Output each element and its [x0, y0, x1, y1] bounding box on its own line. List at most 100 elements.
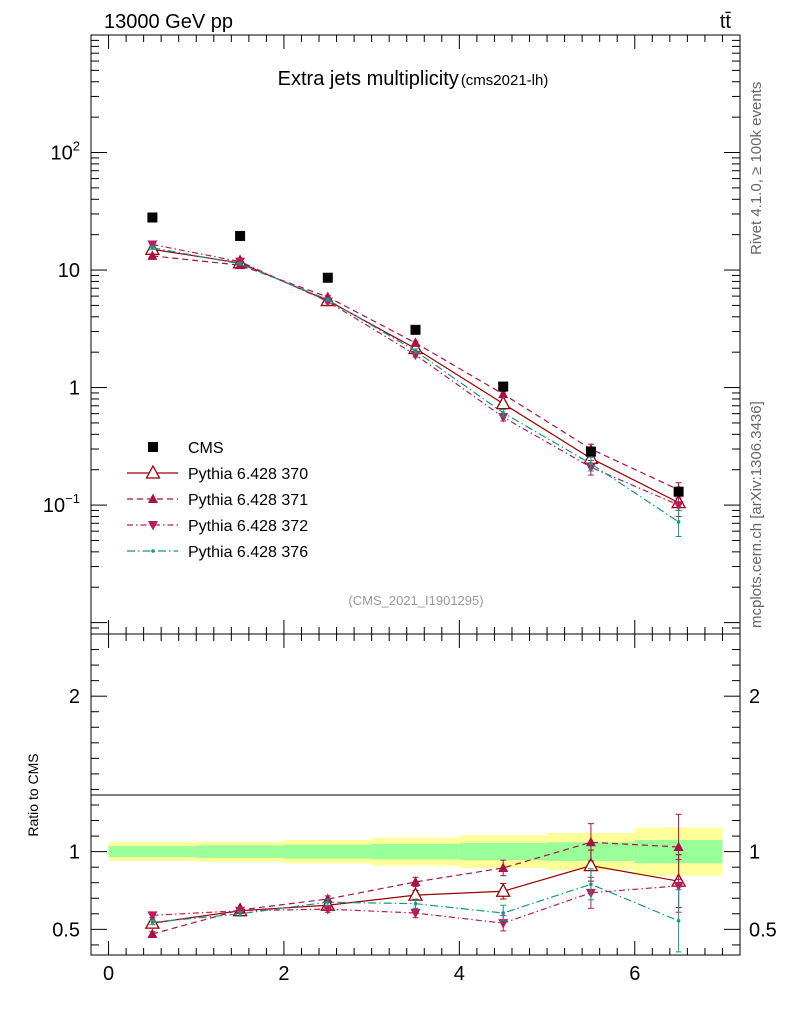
- data-point-p376: [589, 461, 593, 466]
- main-y-tick-label: 10−1: [43, 491, 80, 517]
- ratio-y-tick-label: 2: [69, 686, 80, 708]
- legend: CMS Pythia 6.428 370 Pythia 6.428 371 Pythi…: [127, 440, 308, 561]
- ratio-point-p371: [585, 836, 596, 847]
- ratio-series: [144, 813, 687, 953]
- series-p371: [147, 250, 684, 499]
- legend-marker-p372: [148, 521, 158, 531]
- legend-entry-p371: Pythia 6.428 371: [127, 492, 308, 509]
- tick-base: 10: [43, 495, 65, 517]
- ratio-band-inner: [283, 844, 372, 859]
- ratio-point-p376: [501, 911, 506, 915]
- data-point-p371: [147, 250, 158, 260]
- analysis-id: (CMS_2021_I1901295): [348, 593, 483, 608]
- legend-label-p371: Pythia 6.428 371: [188, 492, 308, 509]
- site-label: mcplots.cern.ch [arXiv:1306.3436]: [748, 401, 765, 628]
- ratio-point-p376: [676, 919, 681, 923]
- x-tick-label: 0: [103, 963, 114, 985]
- ratio-point-p372: [322, 905, 333, 915]
- ratio-y-tick-label: 0.5: [52, 919, 80, 941]
- data-point-p372: [147, 240, 158, 250]
- data-point-cms: [585, 446, 596, 457]
- ratio-y-tick-label: 1: [69, 842, 80, 864]
- rivet-label: Rivet 4.1.0, ≥ 100k events: [748, 82, 765, 255]
- legend-marker-p376: [151, 549, 155, 553]
- main-y-tick-label: 102: [51, 139, 80, 165]
- data-point-cms: [147, 212, 158, 223]
- data-point-p370: [495, 395, 511, 410]
- ratio-band-inner: [371, 843, 460, 860]
- ratio-point-p372: [410, 909, 421, 919]
- ratio-point-p371: [147, 928, 158, 939]
- legend-label-p370: Pythia 6.428 370: [188, 466, 308, 483]
- ratio-point-p370: [407, 886, 424, 901]
- ratio-point-p372: [147, 911, 158, 921]
- legend-label-p376: Pythia 6.428 376: [188, 544, 308, 561]
- ratio-series-p371: [147, 813, 684, 939]
- data-point-cms: [235, 230, 246, 241]
- data-point-p371: [498, 388, 509, 399]
- data-point-p372: [322, 297, 333, 307]
- ratio-ylabel: Ratio to CMS: [25, 753, 41, 836]
- data-point-cms: [322, 272, 333, 283]
- main-y-tick-label: 1: [69, 378, 80, 400]
- ratio-band-inner: [196, 845, 284, 858]
- series-line-p370: [152, 248, 679, 504]
- tick-exponent: 2: [73, 139, 80, 154]
- ratio-point-p376: [413, 901, 418, 906]
- tick-exponent: −1: [65, 491, 80, 506]
- series-line-p371: [152, 255, 679, 491]
- ratio-y-tick-label-right: 2: [749, 686, 760, 708]
- legend-marker-p370: [145, 464, 161, 479]
- data-point-cms: [673, 486, 684, 497]
- legend-marker-cms: [148, 442, 158, 452]
- data-point-p376: [413, 349, 418, 353]
- ratio-point-p376: [325, 900, 330, 904]
- data-point-p376: [150, 245, 155, 250]
- data-point-cms: [410, 324, 421, 335]
- legend-label-cms: CMS: [188, 440, 224, 457]
- ratio-band-inner: [108, 846, 197, 858]
- energy-label: 13000 GeV pp: [104, 11, 233, 33]
- ratio-frame: [90, 633, 741, 956]
- series-cms: [147, 212, 684, 497]
- legend-entry-p372: Pythia 6.428 372: [127, 518, 308, 535]
- x-tick-label: 4: [454, 963, 465, 985]
- ratio-point-p371: [673, 841, 684, 851]
- ratio-y-tick-label-right: 0.5: [749, 919, 777, 941]
- data-point-p372: [673, 501, 684, 511]
- ratio-point-p371: [498, 862, 509, 872]
- legend-entry-cms: CMS: [148, 440, 224, 457]
- data-point-p376: [501, 410, 506, 415]
- legend-entry-p370: Pythia 6.428 370: [127, 464, 308, 483]
- ratio-series-p376: [149, 868, 682, 953]
- x-tick-label: 6: [629, 963, 640, 985]
- data-point-cms: [498, 381, 509, 392]
- legend-entry-p376: Pythia 6.428 376: [127, 544, 308, 561]
- data-point-p376: [676, 520, 681, 524]
- analysis-tag: (cms2021-lh): [461, 72, 549, 89]
- data-point-p376: [325, 297, 330, 302]
- ratio-point-p376: [589, 882, 593, 887]
- ratio-point-p376: [150, 920, 155, 925]
- ratio-point-p371: [410, 876, 421, 886]
- process-label: tt̄: [720, 11, 732, 33]
- ratio-point-p370: [495, 882, 511, 897]
- x-tick-label: 2: [278, 963, 289, 985]
- ratio-point-p371: [322, 893, 333, 904]
- legend-label-p372: Pythia 6.428 372: [188, 518, 308, 535]
- tick-base: 10: [51, 143, 73, 165]
- main-series: [144, 212, 687, 538]
- plot-title: Extra jets multiplicity (cms2021-lh): [278, 68, 549, 90]
- plot-title-main: Extra jets multiplicity: [278, 68, 459, 90]
- data-point-p372: [498, 413, 509, 423]
- data-point-p371: [410, 337, 421, 347]
- series-p376: [149, 245, 682, 538]
- ratio-point-p376: [238, 912, 242, 916]
- ratio-point-p372: [673, 881, 684, 892]
- data-point-p376: [238, 262, 242, 266]
- ratio-band-inner: [459, 843, 548, 861]
- legend-marker-p371: [148, 493, 158, 503]
- ratio-point-p372: [498, 919, 509, 929]
